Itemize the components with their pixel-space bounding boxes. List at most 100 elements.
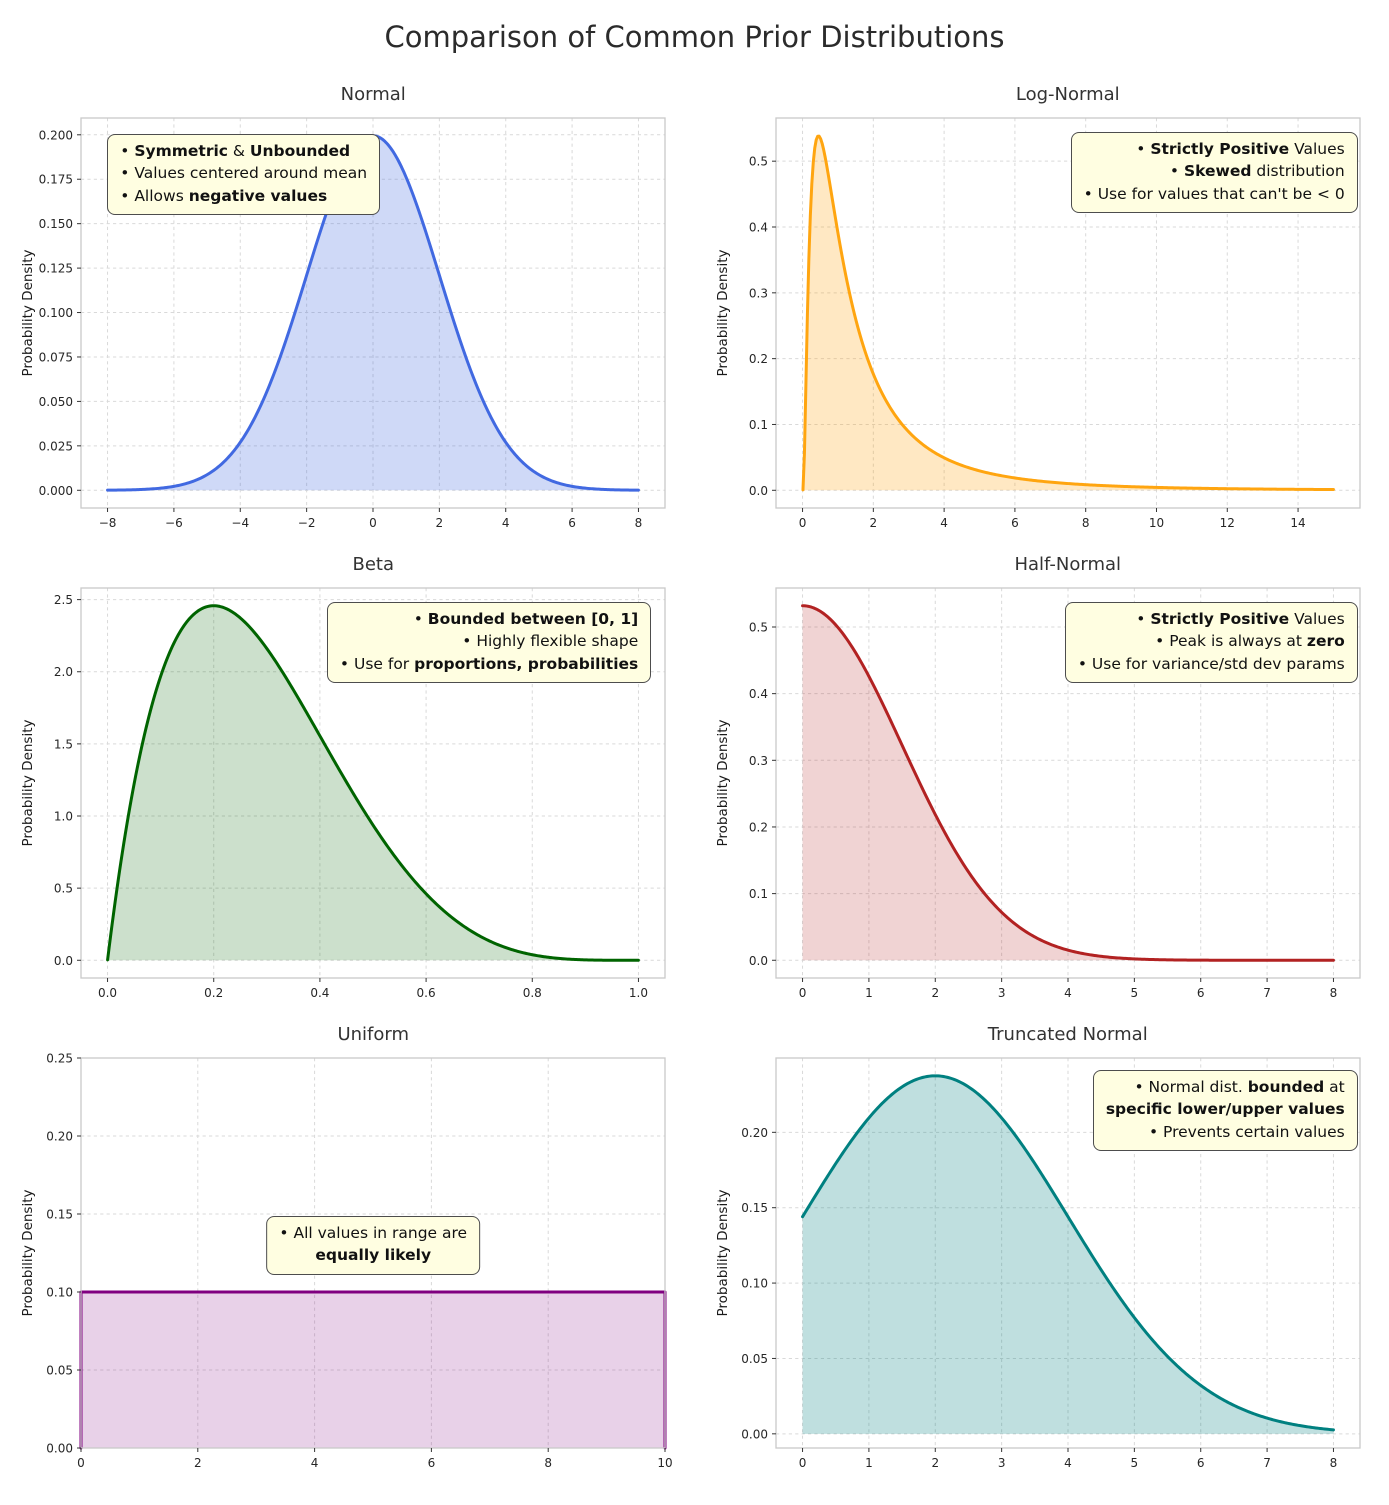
y-tick-label: 0.100	[39, 306, 73, 320]
chart-title: Truncated Normal	[987, 1024, 1148, 1045]
plot-area: 0 1 2 3 4 5 6 7 8 0.0 0.1 0.2 0.3 0.4 0.5 Probability D…	[712, 578, 1372, 1016]
annotation-line: • All values in range are	[279, 1224, 468, 1242]
x-tick-label: 2	[436, 516, 444, 530]
annotation-box: • Symmetric & Unbounded • Values centered…	[107, 134, 381, 215]
y-axis-label: Probability Density	[715, 1190, 731, 1317]
x-tick-label: 4	[502, 516, 510, 530]
density-area	[802, 605, 1334, 961]
x-tick-label: 0.8	[523, 986, 542, 1000]
density-area	[107, 605, 639, 961]
gridlines	[775, 1058, 1360, 1448]
axis-ticks: 0 1 2 3 4 5 6 7 8 0.00 0.05 0.10 0.15 0.20	[741, 1126, 1337, 1470]
y-tick-label: 0.5	[749, 155, 768, 169]
chart-panel-beta: Beta 0.0 0.2 0.4 0.6 0.8 1.0 0.0 0.5 1.0 1.5 2.0 2.…	[17, 554, 677, 1016]
density-area	[107, 135, 639, 491]
annotation-box: • Strictly Positive Values • Peak is alwa…	[1064, 602, 1358, 683]
x-tick-label: 0	[798, 1456, 806, 1470]
y-tick-label: 0.5	[749, 620, 768, 634]
x-tick-label: 10	[658, 1456, 673, 1470]
density-area	[81, 1292, 666, 1448]
x-tick-label: 0.0	[98, 986, 117, 1000]
y-tick-label: 0.05	[741, 1352, 768, 1366]
x-tick-label: 8	[635, 516, 643, 530]
y-tick-label: 0.3	[749, 754, 768, 768]
y-tick-label: 0.05	[47, 1364, 74, 1378]
y-tick-label: 0.125	[39, 262, 73, 276]
annotation-line: • Strictly Positive Values	[1136, 610, 1345, 628]
y-tick-label: 0.200	[39, 128, 73, 142]
annotation-line: • Values centered around mean	[120, 164, 368, 183]
x-tick-label: 2	[931, 986, 939, 1000]
chart-title: Normal	[340, 84, 406, 105]
y-axis-label: Probability Density	[715, 720, 731, 847]
density-curve	[800, 1074, 1335, 1432]
x-tick-label: 5	[1130, 1456, 1138, 1470]
figure-title: Comparison of Common Prior Distributions	[384, 20, 1005, 54]
plot-frame	[80, 1057, 666, 1449]
chart-grid: Normal −8 −6 −4 −2 0 2 4 6 8 0.000 0.025 0.050 0.075…	[0, 84, 1389, 1486]
annotation-line: • Prevents certain values	[1148, 1122, 1345, 1141]
x-tick-label: −8	[99, 516, 117, 530]
y-tick-label: 0.150	[39, 217, 73, 231]
y-axis-label: Probability Density	[20, 1190, 36, 1317]
y-tick-label: 0.3	[749, 286, 768, 300]
annotation-line: • Peak is always at zero	[1155, 632, 1345, 651]
y-tick-label: 0.00	[47, 1442, 74, 1456]
annotation-line: • Symmetric & Unbounded	[120, 142, 351, 160]
y-tick-label: 0.20	[47, 1130, 74, 1144]
y-tick-label: 0.075	[39, 350, 73, 364]
x-tick-label: 1	[865, 1456, 873, 1470]
chart-panel-normal: Normal −8 −6 −4 −2 0 2 4 6 8 0.000 0.025 0.050 0.075…	[17, 84, 677, 546]
x-tick-label: 10	[1149, 516, 1164, 530]
plot-area: −8 −6 −4 −2 0 2 4 6 8 0.000 0.025 0.050 0.075 0.100 0.…	[17, 108, 677, 546]
plot-area: 0.0 0.2 0.4 0.6 0.8 1.0 0.0 0.5 1.0 1.5 2.0 2.5 Prob…	[17, 578, 677, 1016]
annotation-line: • Allows negative values	[120, 186, 328, 205]
x-tick-label: 7	[1263, 986, 1271, 1000]
y-tick-label: 0.2	[749, 352, 768, 366]
density-curve	[801, 134, 1335, 492]
y-tick-label: 0.20	[741, 1126, 768, 1140]
y-axis-label: Probability Density	[20, 720, 36, 847]
density-area	[802, 1075, 1334, 1434]
x-tick-label: 2	[931, 1456, 939, 1470]
y-tick-label: 2.5	[54, 593, 73, 607]
y-tick-label: 0.5	[54, 882, 73, 896]
x-tick-label: 4	[1064, 1456, 1072, 1470]
annotation-line: • Strictly Positive Values	[1136, 140, 1345, 158]
x-tick-label: 4	[940, 516, 948, 530]
y-tick-label: 1.5	[54, 737, 73, 751]
density-curve	[800, 604, 1335, 962]
plot-frame	[80, 587, 666, 979]
y-tick-label: 0.00	[741, 1427, 768, 1441]
axis-ticks: 0.0 0.2 0.4 0.6 0.8 1.0 0.0 0.5 1.0 1.5 2.0 2.5	[54, 593, 648, 1000]
x-tick-label: −2	[298, 516, 316, 530]
x-tick-label: 0	[798, 516, 806, 530]
axis-ticks: 0 1 2 3 4 5 6 7 8 0.0 0.1 0.2 0.3 0.4 0.5	[749, 620, 1337, 1000]
gridlines	[775, 118, 1360, 508]
y-tick-label: 0.1	[749, 887, 768, 901]
x-tick-label: 7	[1263, 1456, 1271, 1470]
axis-ticks: −8 −6 −4 −2 0 2 4 6 8 0.000 0.025 0.050 0.075 0.100 0.…	[39, 128, 643, 530]
chart-panel-halfnormal: Half-Normal 0 1 2 3 4 5 6 7 8 0.0 0.1 0.2 0.3 0.4 0.5 P…	[712, 554, 1372, 1016]
y-tick-label: 0.10	[741, 1277, 768, 1291]
x-tick-label: 6	[1197, 986, 1205, 1000]
x-tick-label: 12	[1219, 516, 1234, 530]
chart-panel-uniform: Uniform 0 2 4 6 8 10 0.00 0.05 0.10 0.15 0.20 0.25 P…	[17, 1024, 677, 1486]
plot-svg: 0 1 2 3 4 5 6 7 8 0.00 0.05 0.10 0.15 0.20 Probability…	[715, 1057, 1361, 1470]
chart-panel-truncnormal: Truncated Normal 0 1 2 3 4 5 6 7 8 0.00 0.05 0.10 0.…	[712, 1024, 1372, 1486]
annotation-line: • Skewed distribution	[1169, 162, 1345, 181]
x-tick-label: 8	[1329, 1456, 1337, 1470]
x-tick-label: 0	[369, 516, 377, 530]
plot-area: 0 2 4 6 8 10 0.00 0.05 0.10 0.15 0.20 0.25 Probabili…	[17, 1048, 677, 1486]
y-tick-label: 2.0	[54, 665, 73, 679]
annotation-line: specific lower/upper values	[1105, 1100, 1345, 1119]
annotation-box: • Normal dist. bounded at specific lower/…	[1092, 1070, 1358, 1151]
y-tick-label: 0.25	[47, 1052, 74, 1066]
x-tick-label: 0.4	[311, 986, 330, 1000]
annotation-box: • All values in range are equally likely	[266, 1216, 481, 1275]
chart-title: Uniform	[337, 1024, 410, 1045]
annotation-box: • Strictly Positive Values • Skewed distr…	[1070, 132, 1358, 213]
y-tick-label: 1.0	[54, 810, 73, 824]
plot-frame	[775, 117, 1361, 509]
x-tick-label: 0.2	[204, 986, 223, 1000]
